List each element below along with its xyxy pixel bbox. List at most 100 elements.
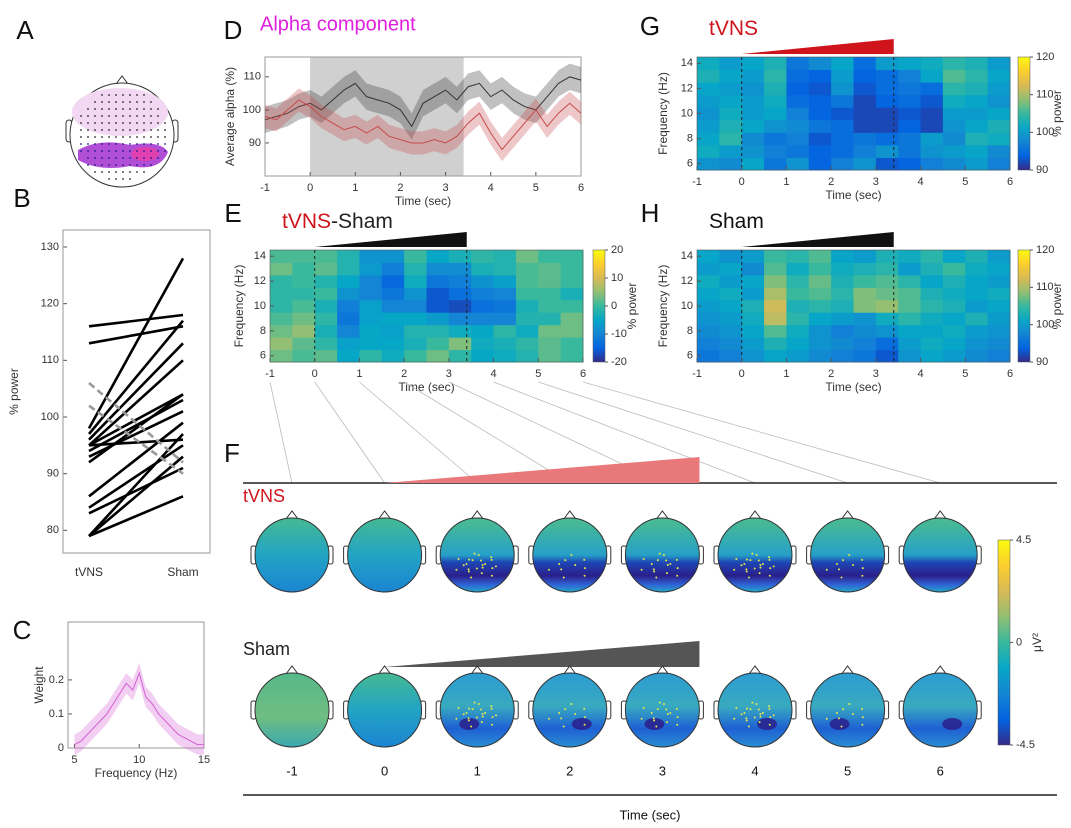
heatmap-cell	[315, 300, 338, 313]
electrode	[101, 115, 103, 117]
significant-electrode	[584, 575, 586, 577]
electrode	[122, 115, 124, 117]
electrode	[122, 178, 124, 180]
x-tick-label: 6	[1007, 176, 1013, 188]
heatmap-cell	[831, 57, 854, 70]
heatmap-cell	[382, 250, 405, 263]
significant-electrode	[826, 569, 828, 571]
heatmap-cell	[988, 262, 1011, 275]
significant-electrode	[480, 708, 482, 710]
heatmap-cell	[471, 250, 494, 263]
heatmap-cell	[988, 325, 1011, 338]
heatmap-cell	[831, 107, 854, 120]
significant-electrode	[669, 563, 671, 565]
heatmap-cell	[876, 70, 899, 83]
electrode	[143, 129, 145, 131]
heatmap-cell	[697, 312, 720, 325]
heatmap-cell	[561, 250, 584, 263]
significant-electrode	[768, 705, 770, 707]
significant-electrode	[480, 559, 482, 561]
significant-electrode	[677, 567, 679, 569]
heatmap-cell	[876, 337, 899, 350]
heatmap-cell	[988, 57, 1011, 70]
x-tick-label: -1	[692, 368, 702, 380]
heatmap-cell	[831, 337, 854, 350]
heatmap-cell	[359, 250, 382, 263]
electrode	[143, 115, 145, 117]
colorbar-tick-label: -20	[611, 356, 627, 368]
electrode	[108, 164, 110, 166]
x-axis-label: Time (sec)	[825, 380, 881, 394]
y-tick-label: 12	[681, 275, 693, 287]
y-tick-label: 0.2	[49, 674, 64, 686]
heatmap-cell	[719, 120, 742, 133]
significant-electrode	[748, 577, 750, 579]
y-axis-label: Average alpha (%)	[223, 67, 237, 166]
stimulation-ramp	[315, 232, 467, 247]
significant-electrode	[842, 708, 844, 710]
significant-electrode	[481, 721, 483, 723]
chart-title: Alpha component	[260, 13, 416, 35]
y-tick-label: 10	[681, 300, 693, 312]
heatmap-cell	[742, 70, 765, 83]
heatmap-cell	[876, 145, 899, 158]
heatmap-cell	[742, 157, 765, 170]
significant-electrode	[848, 554, 850, 556]
significant-electrode	[653, 720, 655, 722]
x-axis-label: Time (sec)	[398, 380, 454, 394]
heatmap-cell	[292, 275, 315, 288]
heatmap-cell	[988, 250, 1011, 263]
significant-electrode	[574, 564, 576, 566]
connector	[270, 382, 292, 483]
heatmap-cell	[337, 312, 360, 325]
heatmap-cell	[494, 300, 517, 313]
chart-title: Sham	[709, 210, 764, 233]
significant-electrode	[651, 563, 653, 565]
heatmap-cell	[404, 250, 427, 263]
heatmap-cell	[742, 325, 765, 338]
significant-electrode	[641, 569, 643, 571]
topomap	[903, 673, 977, 747]
significant-electrode	[666, 721, 668, 723]
heatmap-cell	[742, 337, 765, 350]
significant-electrode	[773, 714, 775, 716]
heatmap-cell	[786, 82, 809, 95]
significant-electrode	[563, 577, 565, 579]
y-tick-label: 6	[687, 350, 693, 362]
heatmap-cell	[337, 350, 360, 363]
colorbar	[998, 540, 1010, 745]
colorbar-tick-label: 90	[1036, 356, 1048, 368]
heatmap-cell	[943, 70, 966, 83]
significant-electrode	[659, 702, 661, 704]
heatmap-cell	[831, 132, 854, 145]
significant-electrode	[758, 708, 760, 710]
significant-electrode	[584, 724, 586, 726]
heatmap-cell	[719, 132, 742, 145]
y-tick-label: 14	[254, 250, 266, 262]
significant-electrode	[476, 567, 478, 569]
heatmap-cell	[854, 145, 877, 158]
y-axis-label: % power	[7, 368, 21, 415]
heatmap-cell	[697, 337, 720, 350]
heatmap-cell	[786, 287, 809, 300]
heatmap-cell	[719, 70, 742, 83]
electrode	[122, 94, 124, 96]
electrode	[101, 150, 103, 152]
heatmap-cell	[831, 275, 854, 288]
heatmap-cell	[965, 287, 988, 300]
electrode	[108, 129, 110, 131]
heatmap-cell	[988, 95, 1011, 108]
significant-electrode	[733, 569, 735, 571]
heatmap-cell	[382, 300, 405, 313]
heatmap-cell	[854, 312, 877, 325]
heatmap-cell	[876, 312, 899, 325]
heatmap-cell	[809, 132, 832, 145]
electrode	[122, 150, 124, 152]
time-label: 2	[566, 763, 573, 778]
electrode	[122, 129, 124, 131]
heatmap-cell	[988, 120, 1011, 133]
heatmap-cell	[337, 287, 360, 300]
heatmap-cell	[742, 262, 765, 275]
electrode	[101, 129, 103, 131]
heatmap-cell	[742, 300, 765, 313]
